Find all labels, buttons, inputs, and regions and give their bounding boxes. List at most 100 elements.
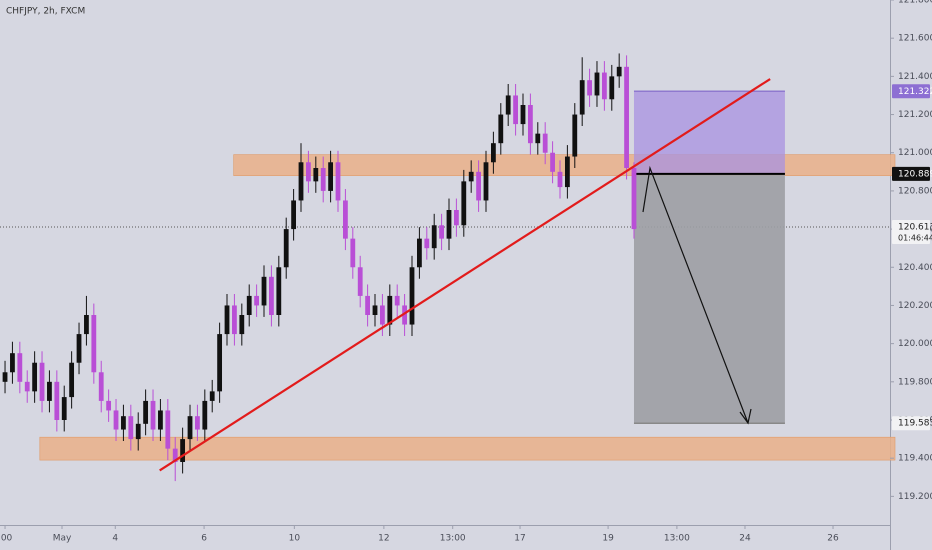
candle-body [527,105,533,144]
candle-body [513,95,518,125]
candle-body [520,105,526,125]
candle-body [409,267,415,325]
candle-body [439,225,444,239]
candle-body [91,315,97,373]
candle-body [261,276,267,306]
candle-body [490,143,496,163]
candle-body [557,171,563,188]
candle-body [372,305,378,315]
candle-body [483,162,489,201]
y-tick-label: 121.000 [898,148,932,158]
x-tick-label: 12 [378,534,389,544]
candle-body [32,362,38,392]
candle-body [128,416,134,440]
candle-body [335,162,341,201]
y-tick-label: 121.200 [898,110,932,120]
plot-area [0,53,896,482]
candle-body [616,66,622,77]
candle-body [224,305,230,335]
candle-body [453,210,459,226]
x-tick-label: 17 [514,534,525,544]
candle-body [47,381,52,401]
y-tick-label: 119.400 [898,454,932,464]
candle-body [202,400,208,430]
y-tick-label: 119.800 [898,377,932,387]
candle-body [343,200,348,239]
candle-body [54,381,60,420]
candle-body [365,295,371,315]
candle-body [394,295,400,306]
candle-body [187,416,193,440]
target-price-label-bg [892,416,930,431]
candle-body [291,200,297,230]
x-tick-label: 24 [739,534,751,544]
x-tick-label: 13:00 [440,534,466,544]
target-price-label: 119.583 [898,419,932,429]
candle-body [461,181,467,226]
candle-body [468,171,474,182]
candle-body [402,305,407,325]
candle-body [172,448,178,462]
candle-body [476,171,481,201]
candle-body [594,72,600,96]
candle-body [579,80,585,115]
y-tick-label: 120.200 [898,301,932,311]
candle-body [158,410,163,430]
candle-body [587,80,592,96]
stop-price-label-bg [892,84,930,99]
last-price-label: 120.611 [898,222,932,232]
candle-body [269,276,274,315]
candle-body [350,238,356,268]
x-tick-label: 19 [602,534,614,544]
candle-body [69,362,75,398]
y-tick-label: 120.000 [898,339,932,349]
trendline [159,78,771,472]
candle-body [313,168,319,182]
candle-body [10,353,15,373]
x-tick-label: 26 [827,534,839,544]
candle-body [106,400,112,411]
candle-body [357,267,363,296]
candle-body [380,305,385,325]
arrow [642,165,752,425]
x-tick-label: 10 [289,534,301,544]
last-price-label-bg [892,219,930,244]
candle-body [150,400,156,430]
y-tick-label: 120.400 [898,263,932,273]
candle-body [195,416,200,430]
candle-body [121,416,126,430]
y-tick-label: 121.600 [898,34,932,44]
chart-title: CHFJPY, 2h, FXCM [6,7,85,17]
candle-body [17,353,23,382]
candle-body [98,372,104,401]
candle-body [239,315,245,335]
candle-body [135,423,141,440]
candle-body [631,168,637,230]
candle-body [276,267,282,315]
candle-body [564,156,570,188]
candle-body [416,238,422,268]
x-tick-label: :00 [0,534,13,544]
candle-body [2,372,8,382]
x-tick-label: 6 [201,534,207,544]
candle-body [609,76,615,100]
candle-body [298,162,304,201]
candle-body [424,238,430,249]
candle-body [498,114,504,144]
candle-body [61,397,67,420]
stop-price-label: 121.322 [898,87,932,97]
candle-body [254,295,260,306]
candle-body [84,315,89,335]
entry-price-label-bg [892,166,930,181]
candle-body [542,133,548,153]
y-tick-label: 120.800 [898,186,932,196]
candle-body [601,72,607,100]
candle-body [165,410,171,449]
candle-body [306,162,311,182]
candle-body [446,210,452,239]
support-resistance-zone [39,436,896,461]
candle-body [39,362,45,401]
stop-zone [633,91,785,174]
x-tick-label: 13:00 [664,534,690,544]
